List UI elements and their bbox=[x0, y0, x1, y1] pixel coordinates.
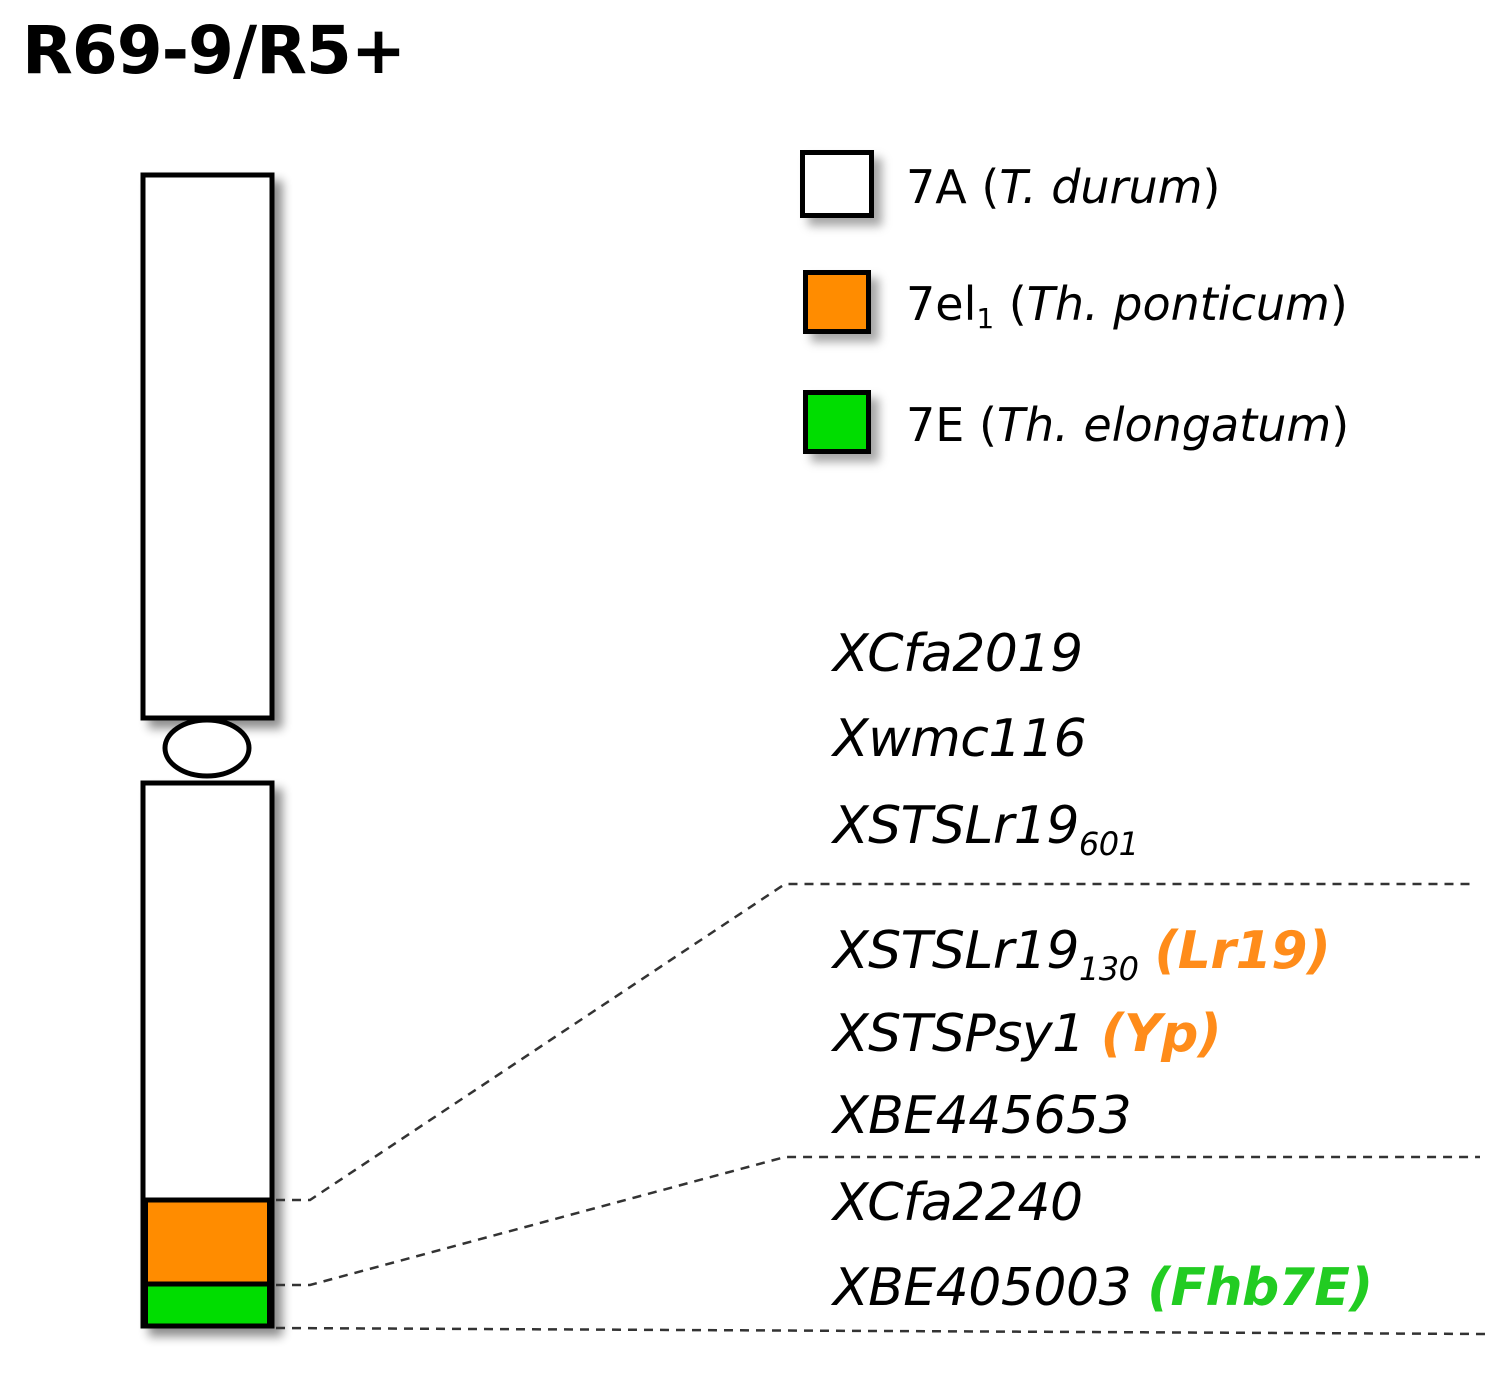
connector-line-3 bbox=[275, 1326, 1486, 1336]
gene-lr19: (Lr19) bbox=[1154, 921, 1331, 981]
legend-swatch-7A bbox=[800, 150, 874, 218]
marker-xwmc116: Xwmc116 bbox=[833, 709, 1087, 769]
marker-xcfa2019: XCfa2019 bbox=[833, 624, 1083, 684]
marker-xstspsy1: XSTSPsy1 (Yp) bbox=[833, 1004, 1222, 1064]
legend-label-7A: 7A (T. durum) bbox=[906, 160, 1221, 214]
marker-xbe405003: XBE405003 (Fhb7E) bbox=[833, 1258, 1373, 1318]
legend-chrom: 7el bbox=[906, 277, 977, 331]
marker-subscript: 130 bbox=[1078, 950, 1139, 988]
legend-label-7el1: 7el1 (Th. ponticum) bbox=[906, 277, 1348, 335]
connector-line-1 bbox=[276, 882, 1470, 1202]
gene-fhb7e: (Fhb7E) bbox=[1147, 1258, 1373, 1318]
centromere bbox=[162, 717, 252, 779]
marker-subscript: 601 bbox=[1078, 825, 1139, 863]
chromosome-short-arm bbox=[140, 172, 275, 721]
marker-xstslr19-130: XSTSLr19130 (Lr19) bbox=[833, 921, 1331, 988]
legend-swatch-7E bbox=[803, 390, 871, 454]
legend-swatch-7el1 bbox=[803, 270, 871, 334]
marker-xbe445653: XBE445653 bbox=[833, 1086, 1132, 1146]
segment-7el1 bbox=[143, 1197, 272, 1287]
marker-xstslr19-601: XSTSLr19601 bbox=[833, 796, 1139, 863]
segment-7E bbox=[143, 1281, 272, 1329]
legend-species: Th. ponticum bbox=[1026, 277, 1330, 331]
figure-title: R69-9/R5+ bbox=[22, 12, 406, 89]
legend-label-7E: 7E (Th. elongatum) bbox=[906, 398, 1350, 452]
legend-species: T. durum bbox=[999, 160, 1203, 214]
legend-chrom: 7E bbox=[906, 398, 965, 452]
legend-chrom-subscript: 1 bbox=[976, 302, 995, 335]
legend-chrom: 7A bbox=[906, 160, 967, 214]
connector-line-2 bbox=[276, 1155, 1480, 1287]
gene-yp: (Yp) bbox=[1100, 1004, 1222, 1064]
marker-xcfa2240: XCfa2240 bbox=[833, 1173, 1083, 1233]
legend-species: Th. elongatum bbox=[996, 398, 1332, 452]
